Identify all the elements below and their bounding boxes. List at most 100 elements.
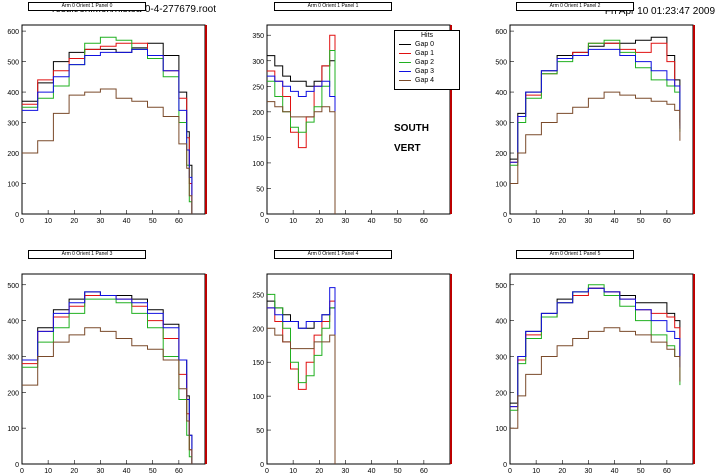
panel-2-frame (509, 24, 694, 215)
y-tick-label: 600 (7, 29, 19, 36)
legend-entry: Gap 3 (395, 67, 459, 76)
y-tick-label: 200 (7, 390, 19, 397)
x-tick-label: 20 (315, 468, 323, 474)
x-tick-label: 0 (508, 468, 512, 474)
y-tick-label: 150 (252, 360, 264, 367)
x-tick-label: 30 (342, 468, 350, 474)
y-tick-label: 0 (503, 462, 507, 469)
x-tick-label: 10 (289, 218, 297, 225)
x-tick-label: 60 (420, 218, 428, 225)
y-tick-label: 100 (7, 426, 19, 433)
legend-swatch-gap1 (399, 53, 411, 54)
x-tick-label: 10 (532, 218, 540, 225)
y-tick-label: 400 (495, 90, 507, 97)
legend-swatch-gap2 (399, 62, 411, 63)
annotation-south: SOUTH (394, 123, 429, 134)
x-tick-label: 50 (149, 468, 157, 474)
y-tick-label: 200 (495, 151, 507, 158)
x-tick-label: 40 (368, 218, 376, 225)
y-tick-label: 250 (252, 84, 264, 91)
series-line-gap-0 (22, 42, 193, 214)
series-line-gap-2 (267, 50, 336, 214)
y-tick-label: 300 (7, 121, 19, 128)
y-tick-label: 50 (256, 428, 264, 435)
series-line-gap-3 (267, 287, 336, 464)
panel-0-title: Arm 0 Orient 1 Panel 0 (28, 2, 146, 11)
y-tick-label: 500 (495, 60, 507, 67)
x-tick-label: 30 (97, 468, 105, 474)
series-line-gap-0 (510, 287, 681, 404)
x-tick-label: 20 (70, 468, 78, 474)
series-line-gap-3 (22, 291, 193, 464)
y-tick-label: 300 (495, 354, 507, 361)
x-tick-label: 60 (420, 468, 428, 474)
series-line-gap-2 (510, 39, 681, 166)
series-line-gap-0 (267, 55, 336, 214)
x-tick-label: 0 (20, 468, 24, 474)
series-line-gap-4 (510, 327, 681, 429)
x-tick-label: 40 (123, 468, 131, 474)
x-tick-label: 40 (611, 468, 619, 474)
x-tick-label: 10 (289, 468, 297, 474)
y-tick-label: 100 (252, 394, 264, 401)
series-line-gap-3 (510, 48, 681, 163)
x-tick-label: 20 (70, 218, 78, 225)
x-tick-label: 20 (558, 218, 566, 225)
x-tick-label: 30 (585, 468, 593, 474)
x-tick-label: 0 (265, 468, 269, 474)
x-tick-label: 30 (342, 218, 350, 225)
y-tick-label: 50 (256, 186, 264, 193)
panel-4-title: Arm 0 Orient 1 Panel 4 (274, 250, 392, 259)
legend-label: Gap 2 (415, 59, 435, 66)
y-tick-label: 0 (260, 462, 264, 469)
y-tick-label: 200 (495, 390, 507, 397)
series-line-gap-2 (22, 298, 193, 464)
legend-swatch-gap3 (399, 71, 411, 72)
x-tick-label: 60 (175, 468, 183, 474)
panel-5-title: Arm 0 Orient 1 Panel 5 (516, 250, 634, 259)
y-tick-label: 400 (7, 319, 19, 326)
series-line-gap-1 (510, 287, 681, 408)
x-tick-label: 10 (44, 218, 52, 225)
legend-label: Gap 4 (415, 77, 435, 84)
x-tick-label: 50 (394, 218, 402, 225)
series-line-gap-2 (22, 36, 193, 214)
x-tick-label: 10 (44, 468, 52, 474)
x-tick-label: 40 (368, 468, 376, 474)
x-tick-label: 0 (265, 218, 269, 225)
y-tick-label: 100 (495, 426, 507, 433)
y-tick-label: 100 (495, 182, 507, 189)
x-tick-label: 40 (123, 218, 131, 225)
y-tick-label: 100 (7, 182, 19, 189)
series-line-gap-2 (510, 284, 681, 411)
series-line-gap-1 (510, 42, 681, 163)
series-line-gap-4 (22, 88, 193, 214)
y-tick-label: 0 (260, 212, 264, 219)
legend-title: Hits (420, 32, 434, 39)
x-tick-label: 20 (558, 468, 566, 474)
x-tick-label: 60 (663, 218, 671, 225)
y-tick-label: 200 (252, 326, 264, 333)
x-tick-label: 0 (20, 218, 24, 225)
x-tick-label: 10 (532, 468, 540, 474)
annotation-vert: VERT (394, 143, 421, 154)
x-tick-label: 50 (149, 218, 157, 225)
y-tick-label: 500 (495, 283, 507, 290)
series-line-gap-3 (22, 48, 193, 214)
series-line-gap-4 (267, 101, 336, 214)
panel-2-title: Arm 0 Orient 1 Panel 2 (516, 2, 634, 11)
y-tick-label: 300 (7, 354, 19, 361)
y-tick-label: 150 (252, 135, 264, 142)
x-tick-label: 50 (394, 468, 402, 474)
series-line-gap-1 (267, 34, 336, 214)
y-tick-label: 200 (252, 110, 264, 117)
series-line-gap-3 (267, 75, 336, 214)
y-tick-label: 400 (495, 319, 507, 326)
legend-entry: Gap 1 (395, 49, 459, 58)
x-tick-label: 20 (315, 218, 323, 225)
legend-entry: Gap 4 (395, 76, 459, 85)
legend-swatch-gap4 (399, 80, 411, 81)
panel-0-frame (21, 24, 206, 215)
legend-swatch-gap0 (399, 44, 411, 45)
